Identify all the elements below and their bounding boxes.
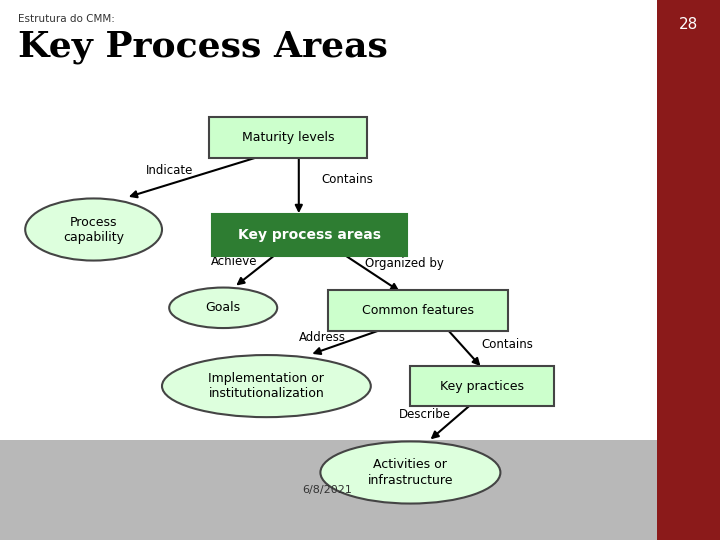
- Text: Key practices: Key practices: [441, 380, 524, 393]
- Text: Activities or
infrastructure: Activities or infrastructure: [368, 458, 453, 487]
- Text: Describe: Describe: [399, 408, 451, 421]
- Ellipse shape: [162, 355, 371, 417]
- Text: Contains: Contains: [321, 173, 373, 186]
- Text: Goals: Goals: [206, 301, 240, 314]
- Bar: [0, 440, 657, 540]
- Ellipse shape: [25, 198, 162, 261]
- Text: Estrutura do CMM:: Estrutura do CMM:: [18, 14, 115, 24]
- FancyBboxPatch shape: [212, 214, 407, 256]
- Bar: [657, 0, 720, 540]
- Text: Common features: Common features: [361, 304, 474, 317]
- Ellipse shape: [320, 442, 500, 503]
- Text: Key Process Areas: Key Process Areas: [18, 30, 388, 64]
- FancyBboxPatch shape: [209, 117, 367, 158]
- FancyBboxPatch shape: [410, 366, 554, 407]
- Ellipse shape: [169, 287, 277, 328]
- Text: Organized by: Organized by: [365, 257, 444, 270]
- Text: Key process areas: Key process areas: [238, 228, 381, 242]
- Text: Process
capability: Process capability: [63, 215, 124, 244]
- Text: Address: Address: [299, 331, 346, 344]
- Text: 28: 28: [679, 17, 698, 32]
- Text: Implementation or
institutionalization: Implementation or institutionalization: [209, 372, 324, 400]
- FancyBboxPatch shape: [328, 291, 508, 330]
- Text: Contains: Contains: [482, 338, 534, 351]
- Text: 6/8/2021: 6/8/2021: [302, 485, 353, 495]
- Text: Maturity levels: Maturity levels: [242, 131, 334, 144]
- Text: Achieve: Achieve: [211, 255, 257, 268]
- Text: Indicate: Indicate: [145, 164, 193, 177]
